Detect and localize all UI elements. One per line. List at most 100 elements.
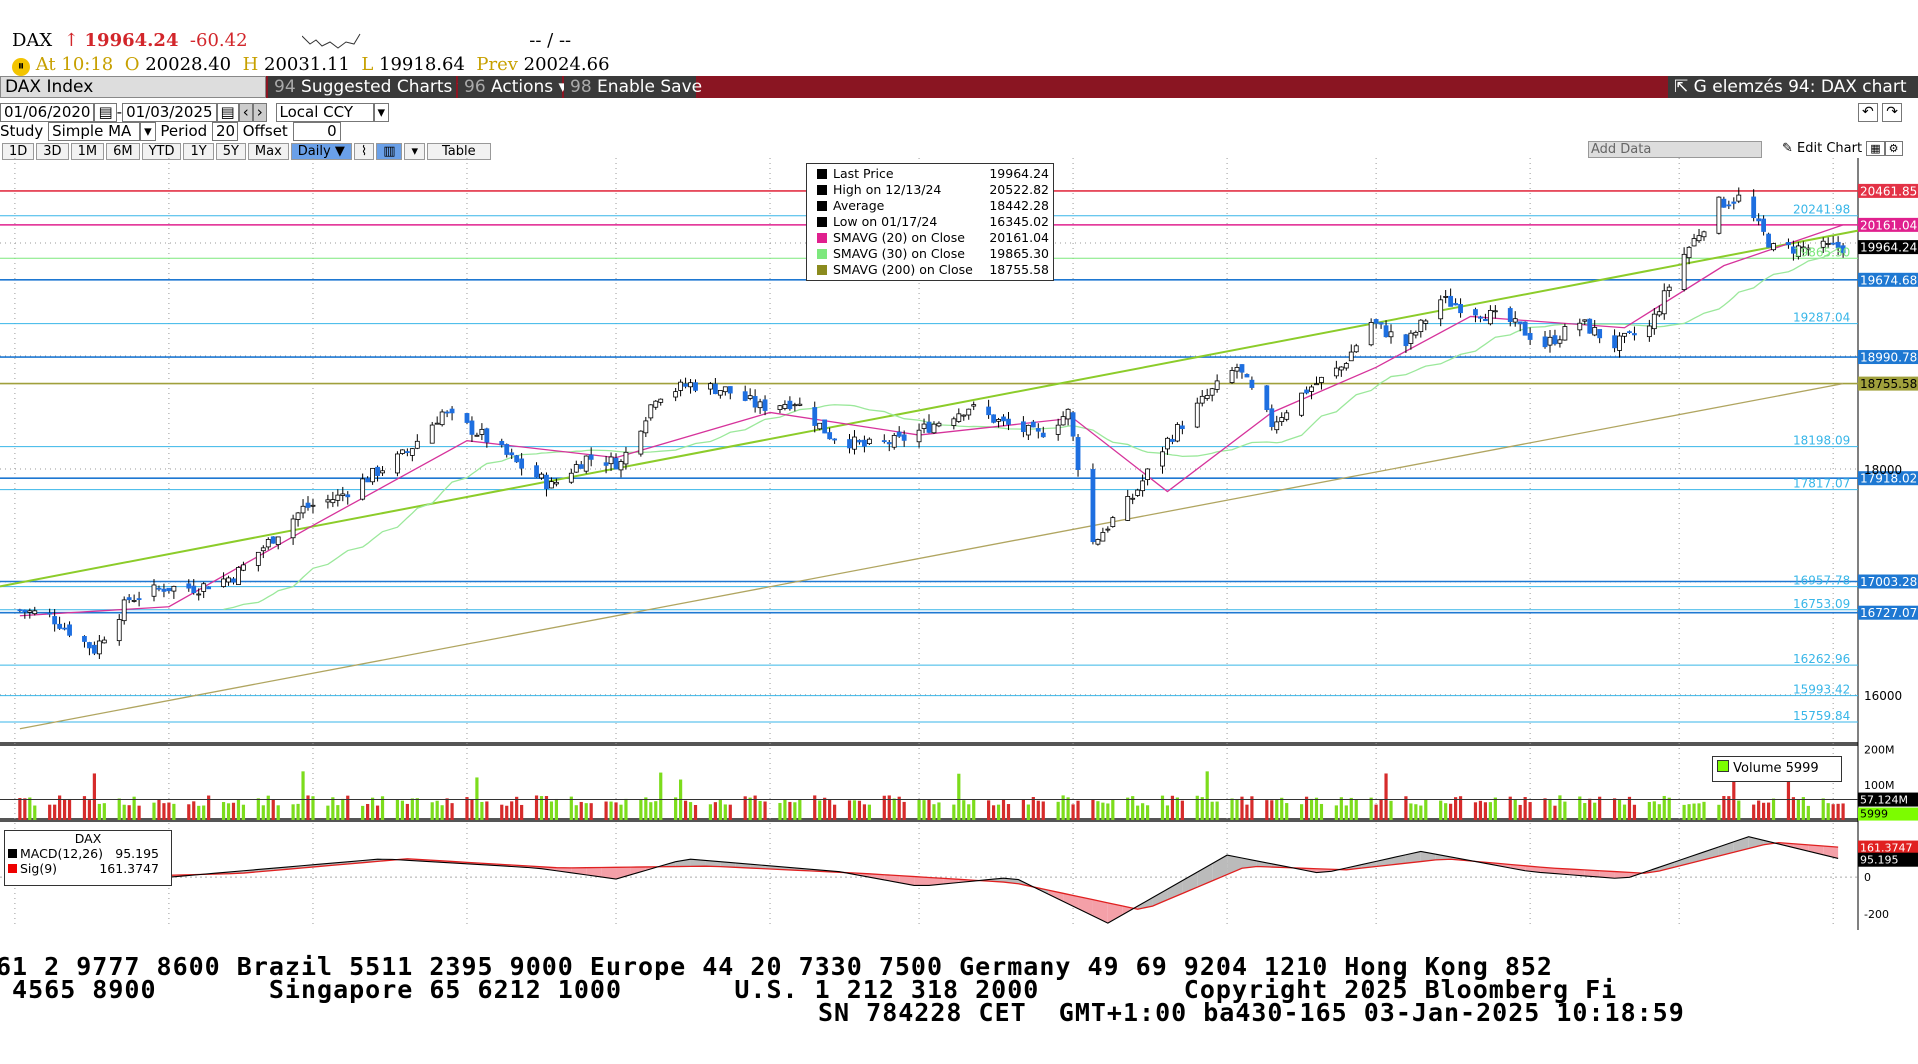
- actions-button[interactable]: 96 Actions ▾: [458, 76, 567, 98]
- volume-bar: [18, 798, 22, 820]
- table-button[interactable]: Table: [427, 143, 491, 160]
- period-input[interactable]: 20: [211, 122, 238, 141]
- suggested-charts-button[interactable]: 94 Suggested Charts ▾: [268, 76, 466, 98]
- offset-input[interactable]: 0: [292, 122, 341, 141]
- volume-bar: [485, 801, 489, 820]
- candle-body: [881, 440, 887, 442]
- enable-save-button[interactable]: 98 Enable Save: [564, 76, 702, 98]
- quote-line: DAX ↑ 19964.24 -60.42 -- / --: [12, 30, 571, 51]
- candle-body: [1403, 334, 1409, 347]
- volume-bar: [62, 799, 67, 820]
- tab-1y[interactable]: 1Y: [183, 143, 214, 160]
- chevron-down-icon[interactable]: ▾: [373, 103, 390, 122]
- level-label: 17817.07: [1793, 477, 1850, 491]
- volume-bar: [614, 802, 618, 820]
- candle-body: [971, 404, 977, 407]
- volume-bar: [331, 797, 335, 820]
- candle-body: [1582, 319, 1588, 322]
- volume-bar: [341, 798, 345, 820]
- macd-legend: DAX MACD(12,26) 95.195 Sig(9) 161.3747: [4, 830, 172, 886]
- candle-body: [270, 536, 276, 544]
- edit-chart-button[interactable]: ✎ Edit Chart ▦ ⚙: [1782, 141, 1903, 156]
- chevron-down-icon[interactable]: ▾: [404, 143, 426, 160]
- volume-axis-label: 200M: [1864, 744, 1895, 757]
- candle-type-icon[interactable]: ▥: [376, 143, 403, 160]
- candle-body: [1130, 497, 1136, 500]
- candle-body: [196, 593, 202, 596]
- next-arrow-icon[interactable]: ›: [252, 103, 267, 122]
- volume-bar: [1230, 798, 1234, 820]
- legend-item: High on 12/13/24 20522.82: [811, 182, 1049, 198]
- calendar-icon[interactable]: ▤: [94, 103, 117, 122]
- candle-body: [1279, 417, 1285, 423]
- tab-ytd[interactable]: YTD: [141, 143, 182, 160]
- volume-bar: [1717, 804, 1721, 820]
- redo-icon[interactable]: ↷: [1882, 103, 1902, 122]
- security-field[interactable]: DAX Index: [0, 76, 266, 98]
- macd-fill: [1599, 870, 1615, 879]
- macd-value: 95.195: [115, 846, 159, 861]
- chevron-down-icon[interactable]: ▾: [140, 122, 156, 141]
- candle-body: [1835, 241, 1841, 249]
- candle-body: [1075, 437, 1081, 470]
- tab-5y[interactable]: 5Y: [215, 143, 246, 160]
- calendar-icon[interactable]: ▤: [216, 103, 239, 122]
- volume-bar: [659, 772, 663, 820]
- volume-bar: [937, 802, 941, 820]
- chart-title-button[interactable]: ⇱ G elemzés 94: DAX chart: [1668, 76, 1918, 98]
- volume-bar: [1766, 802, 1771, 820]
- volume-bar: [847, 800, 852, 820]
- legend-swatch: [817, 185, 827, 195]
- currency-select[interactable]: Local CCY: [275, 103, 374, 122]
- volume-bar: [882, 795, 886, 820]
- date-to-input[interactable]: 01/03/2025: [122, 103, 217, 122]
- tab-max[interactable]: Max: [247, 143, 289, 160]
- candle-body: [131, 600, 137, 602]
- candle-body: [1800, 246, 1806, 249]
- candle-body: [1681, 253, 1687, 291]
- candle-body: [1209, 388, 1215, 396]
- candle-body: [638, 430, 644, 455]
- line-type-icon[interactable]: ⌇: [353, 143, 375, 160]
- level-label: 15759.84: [1793, 709, 1850, 723]
- alert-icon[interactable]: ⏸: [12, 58, 30, 76]
- interval-select[interactable]: Daily ▼: [290, 143, 352, 160]
- candle-body: [1696, 235, 1702, 242]
- date-from-input[interactable]: 01/06/2020: [0, 103, 95, 122]
- add-data-input[interactable]: Add Data: [1588, 141, 1762, 158]
- volume-bar: [604, 801, 608, 820]
- candle-body: [17, 609, 23, 612]
- volume-bar: [867, 804, 871, 820]
- tab-3d[interactable]: 3D: [36, 143, 69, 160]
- candle-body: [1646, 325, 1652, 338]
- volume-bar: [505, 805, 509, 820]
- volume-bar: [927, 799, 931, 820]
- undo-icon[interactable]: ↶: [1858, 103, 1878, 122]
- candle-body: [1547, 336, 1553, 346]
- candle-body: [1035, 428, 1041, 432]
- tab-1d[interactable]: 1D: [2, 143, 35, 160]
- volume-bar: [1737, 800, 1741, 820]
- volume-bar: [167, 802, 171, 820]
- volume-bar: [241, 804, 246, 820]
- level-label: 16957.78: [1793, 574, 1850, 588]
- volume-bar: [1001, 799, 1006, 820]
- price-chart[interactable]: 20461.85 20241.98 20161.04 19964.24 19865.30…: [0, 158, 1918, 930]
- study-select[interactable]: Simple MA: [48, 122, 141, 141]
- macd-fill: [1063, 893, 1079, 909]
- prev-arrow-icon[interactable]: ‹: [238, 103, 253, 122]
- y-tick-label: 18000: [1864, 463, 1902, 477]
- candle-body: [400, 449, 405, 454]
- candle-body: [439, 411, 445, 426]
- volume-bar: [415, 798, 419, 820]
- tab-6m[interactable]: 6M: [106, 143, 140, 160]
- candle-body: [1701, 231, 1707, 238]
- period-label: Period: [160, 122, 208, 140]
- tab-1m[interactable]: 1M: [70, 143, 105, 160]
- candle-body: [474, 434, 480, 437]
- candle-body: [305, 502, 311, 508]
- candle-body: [1020, 421, 1026, 433]
- legend-value: 20522.82: [989, 182, 1049, 197]
- candle-body: [275, 536, 281, 545]
- candle-body: [886, 442, 892, 445]
